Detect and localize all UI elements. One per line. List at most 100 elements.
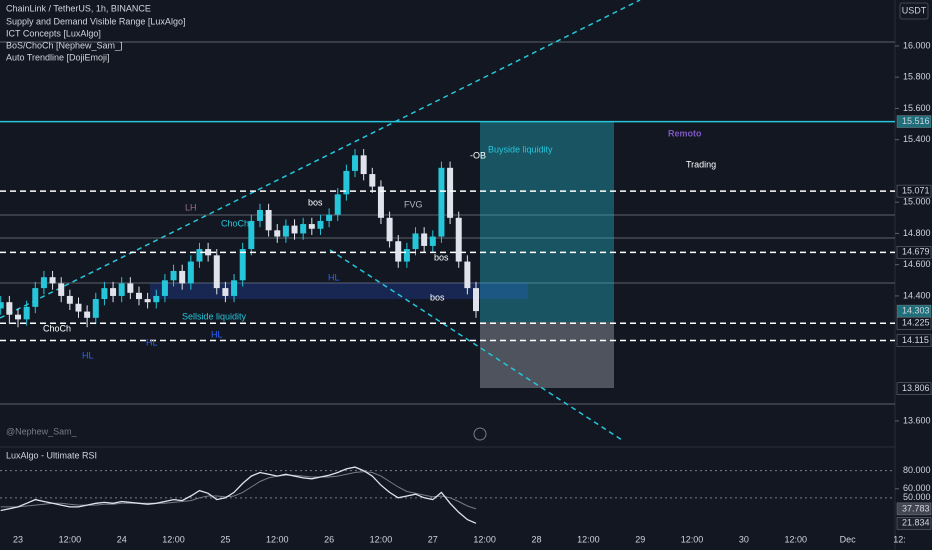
rsi-tick-label: 50.000	[903, 492, 931, 502]
y-tick-label: 15.600	[903, 103, 931, 113]
candle-body	[144, 299, 151, 303]
candle-body	[464, 261, 471, 289]
currency[interactable]: USDT	[902, 5, 927, 15]
x-tick-label: 12:00	[784, 534, 807, 544]
candle-body	[179, 270, 186, 284]
candle-body	[429, 236, 436, 246]
y-tick-label: 15.400	[903, 134, 931, 144]
rsi-tick-label: 80.000	[903, 465, 931, 475]
price-label: 15.516	[902, 116, 930, 126]
candle-body	[49, 277, 56, 284]
y-tick-label: 15.800	[903, 72, 931, 82]
trendline	[0, 0, 641, 319]
candle-body	[75, 303, 82, 312]
x-tick-label: 12:00	[266, 534, 289, 544]
candle-body	[153, 295, 160, 303]
y-tick-label: 13.600	[903, 415, 931, 425]
candle-body	[0, 302, 4, 309]
legend: ChainLink / TetherUS, 1h, BINANCE Supply…	[6, 3, 185, 62]
replay-icon[interactable]	[473, 427, 487, 441]
candle-body	[248, 220, 255, 250]
price-label-box	[896, 184, 932, 198]
price-label-box	[896, 382, 932, 395]
candle-body	[317, 220, 324, 229]
annotation: HL	[328, 272, 340, 282]
annotation: bos	[430, 292, 445, 302]
candle-body	[265, 210, 272, 231]
candle-body	[369, 174, 376, 187]
candle-body	[58, 283, 65, 296]
candle-body	[92, 299, 99, 318]
annotation: FVG	[404, 199, 423, 209]
annotation: ChoCh	[43, 323, 71, 333]
rsi-value-box	[896, 517, 932, 530]
candle-body	[205, 249, 212, 256]
candle-body	[256, 210, 263, 221]
logo-text: Remoto	[668, 128, 702, 138]
candle-body	[343, 170, 350, 195]
candle-body	[40, 277, 47, 289]
candle-body	[15, 314, 21, 320]
rsi-value-label: 21.834	[902, 518, 930, 528]
candle-body	[110, 288, 117, 296]
x-tick-label: 12:00	[370, 534, 393, 544]
annotation: HL	[211, 329, 223, 339]
logo-text: Trading	[686, 159, 716, 169]
annotation: HL	[146, 337, 158, 347]
indicator-name: ICT Concepts [LuxAlgo]	[6, 28, 101, 38]
y-tick-label: 14.800	[903, 228, 931, 238]
candle-body	[231, 280, 238, 296]
indicator-name: Auto Trendline [DojiEmoji]	[6, 52, 110, 62]
candle-body	[326, 214, 333, 221]
annotation: @Nephew_Sam_	[6, 426, 78, 436]
candle-body	[222, 288, 229, 296]
candle-body	[118, 283, 125, 296]
rsi-value-label: 37.783	[902, 503, 930, 513]
x-tick-label: 26	[324, 534, 334, 544]
candle-body	[170, 270, 177, 281]
y-tick-label: 14.400	[903, 290, 931, 300]
annotation: HL	[82, 350, 94, 360]
candle-body	[239, 249, 246, 281]
y-tick-label: 14.600	[903, 259, 931, 269]
x-tick-label: 12:00	[681, 534, 704, 544]
candle-body	[386, 217, 393, 242]
annotation: bos	[308, 197, 323, 207]
annotation: -OB	[470, 150, 486, 160]
candle-body	[291, 225, 298, 234]
candle-body	[473, 288, 480, 312]
candle-body	[403, 249, 410, 262]
price-label: 14.225	[902, 318, 930, 328]
x-tick-label: 12:00	[59, 534, 82, 544]
candle-body	[32, 288, 39, 307]
rsi-line	[0, 466, 477, 524]
candle-body	[455, 217, 462, 262]
y-tick-label: 16.000	[903, 40, 931, 50]
x-tick-label: 30	[739, 534, 749, 544]
price-label-box	[896, 115, 932, 128]
indicator-name: Supply and Demand Visible Range [LuxAlgo…	[6, 16, 185, 26]
candle-body	[395, 241, 402, 262]
candle-body	[360, 155, 367, 175]
price-label-box	[896, 317, 932, 330]
trendline	[329, 249, 623, 441]
candle-body	[377, 186, 384, 218]
x-tick-label: 12:00	[577, 534, 600, 544]
candle-body	[412, 233, 419, 250]
candle-body	[352, 155, 359, 171]
price-label-box	[896, 334, 932, 347]
candle-body	[84, 311, 91, 318]
candle-body	[308, 224, 315, 229]
indicator-name: BoS/ChoCh [Nephew_Sam_]	[6, 40, 123, 50]
candle-body	[282, 225, 289, 237]
rsi-signal	[0, 471, 477, 510]
annotation: bos	[434, 252, 449, 262]
y-tick-label: 15.000	[903, 197, 931, 207]
currency-box[interactable]	[899, 2, 929, 20]
annotation: ChoCh	[221, 218, 249, 228]
candle-body	[161, 280, 168, 296]
x-tick-label: 24	[117, 534, 127, 544]
x-tick-label: 27	[428, 534, 438, 544]
stop-zone	[480, 322, 614, 388]
x-tick-label: 25	[220, 534, 230, 544]
